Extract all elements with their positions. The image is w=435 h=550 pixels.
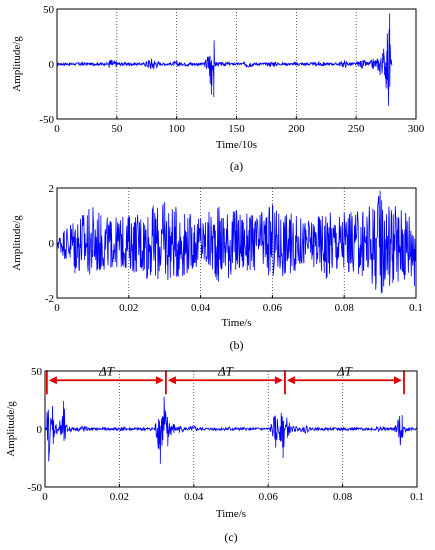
chart-c-arrowhead-right [274,376,283,385]
chart-c-xtick-label: 0.1 [410,491,424,503]
chart-a-plot-frame [56,8,417,120]
chart-b-panel-label: (b) [230,338,244,352]
chart-a-ytick-label: -50 [39,114,54,126]
chart-b: 0 0.02 0.04 0.06 0.08 0.1 -202 Time/s Amplitu… [11,183,423,352]
chart-b-ylabel: Amplitude/g [11,215,23,271]
chart-b-signal-line [56,190,417,294]
chart-c-ytick-label: 0 [37,424,43,436]
chart-b-ytick-label: 2 [49,183,55,195]
chart-a-xlabel: Time/10s [216,139,257,151]
chart-c-ylabel: Amplitude/g [5,401,17,457]
chart-a-panel-label: (a) [230,159,243,173]
chart-b-plot-frame [56,187,417,299]
chart-b-ytick-label: -2 [45,293,54,305]
chart-b-xtick-label: 0.06 [263,302,283,314]
chart-c-arrowhead-left [286,376,295,385]
chart-c-xtick-label: 0.06 [259,491,279,503]
chart-a-ytick-label: 50 [43,4,55,16]
chart-c-arrowhead-left [48,376,57,385]
chart-c-xtick-label: 0 [42,491,48,503]
chart-b-ytick-labels: -2 0 2 [45,183,55,305]
chart-a-ylabel: Amplitude/g [11,36,23,92]
chart-b-xtick-label: 0.08 [335,302,355,314]
chart-a-ytick-labels: -50 0 50 [39,4,54,126]
chart-c-xtick-labels: 0 0.02 0.04 0.06 0.08 0.1 [42,491,424,503]
chart-c-signal-line [44,396,418,464]
chart-c-ytick-labels: -50 0 50 [27,366,42,494]
chart-c-arrowhead-left [167,376,176,385]
chart-b-xtick-label: 0.1 [409,302,423,314]
chart-c-xlabel: Time/s [216,508,246,520]
chart-c-period-annotations: ΔT ΔT ΔT [45,363,405,395]
chart-c-arrowhead-right [155,376,164,385]
chart-c-ytick-label: -50 [27,482,42,494]
chart-b-xlabel: Time/s [221,317,251,329]
chart-a-xtick-label: 250 [348,123,365,135]
chart-a-xtick-label: 200 [288,123,305,135]
chart-a-ytick-label: 0 [49,59,55,71]
chart-c-xtick-label: 0.08 [333,491,353,503]
chart-c-xtick-label: 0.04 [184,491,204,503]
chart-c-plot-frame [44,370,418,488]
chart-a-xtick-label: 150 [228,123,245,135]
chart-c-ytick-label: 50 [31,366,43,378]
chart-a-signal-line [56,13,393,106]
chart-a-xtick-label: 0 [54,123,60,135]
chart-a-xtick-label: 100 [168,123,185,135]
chart-b-xtick-label: 0 [54,302,60,314]
chart-b-xtick-labels: 0 0.02 0.04 0.06 0.08 0.1 [54,302,423,314]
chart-a-xtick-label: 50 [111,123,123,135]
chart-b-xtick-label: 0.02 [119,302,138,314]
chart-c-panel-label: (c) [224,530,237,544]
chart-a-xtick-label: 300 [408,123,425,135]
chart-c-arrowhead-right [393,376,402,385]
chart-b-xtick-label: 0.04 [191,302,211,314]
chart-a-xtick-labels: 0 50 100 150 200 250 300 [54,123,425,135]
chart-c-xtick-label: 0.02 [110,491,129,503]
chart-b-ytick-label: 0 [49,238,55,250]
